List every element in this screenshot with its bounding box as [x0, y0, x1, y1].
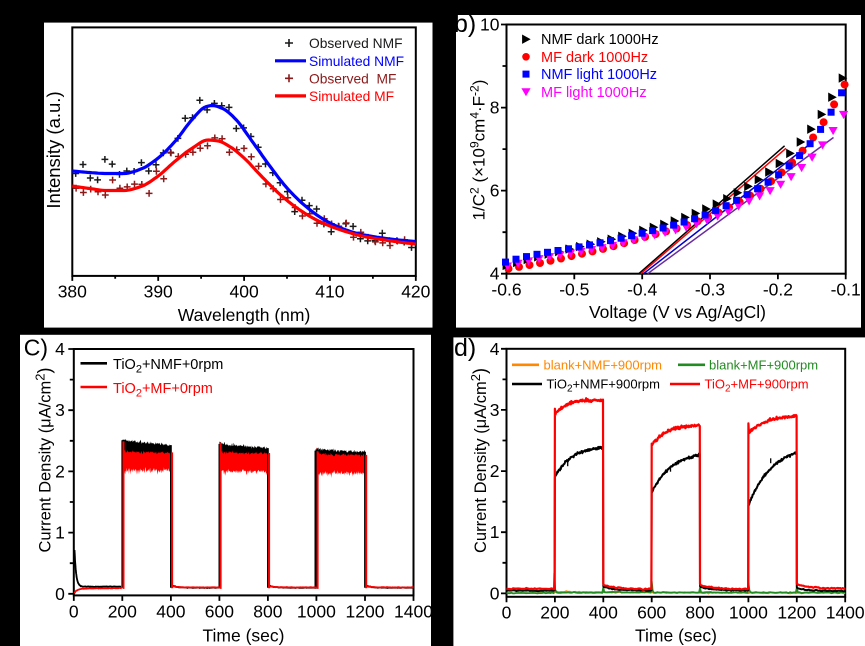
svg-text:-0.5: -0.5 — [559, 280, 589, 300]
svg-text:200: 200 — [540, 603, 569, 623]
svg-text:1: 1 — [55, 523, 65, 543]
svg-text:0: 0 — [502, 603, 512, 623]
svg-text:C): C) — [24, 335, 48, 361]
svg-text:1: 1 — [490, 522, 500, 542]
svg-text:800: 800 — [253, 602, 282, 622]
svg-text:TiO2+NMF+0rpm: TiO2+NMF+0rpm — [113, 357, 223, 376]
svg-text:Observed NMF: Observed NMF — [309, 36, 403, 51]
svg-text:420: 420 — [401, 282, 430, 302]
svg-text:2: 2 — [55, 461, 65, 481]
svg-text:0: 0 — [55, 584, 65, 604]
svg-text:NMF dark 1000Hz: NMF dark 1000Hz — [541, 32, 659, 48]
svg-text:Simulated NMF: Simulated NMF — [309, 54, 404, 69]
svg-text:1200: 1200 — [346, 602, 385, 622]
svg-text:4: 4 — [490, 264, 500, 284]
svg-text:blank+NMF+900rpm: blank+NMF+900rpm — [544, 357, 663, 372]
svg-text:-0.3: -0.3 — [695, 280, 725, 300]
svg-text:d): d) — [454, 334, 476, 362]
svg-text:Observed MF: Observed MF — [309, 71, 396, 86]
svg-text:400: 400 — [589, 603, 618, 623]
svg-text:4: 4 — [55, 339, 65, 359]
svg-text:-0.2: -0.2 — [763, 280, 793, 300]
svg-text:2: 2 — [490, 461, 500, 481]
svg-text:blank+MF+900rpm: blank+MF+900rpm — [709, 357, 818, 372]
svg-text:-0.4: -0.4 — [627, 280, 657, 300]
svg-text:0: 0 — [490, 583, 500, 603]
svg-text:1400: 1400 — [394, 602, 433, 622]
svg-text:410: 410 — [315, 282, 344, 302]
svg-text:8: 8 — [490, 98, 500, 118]
svg-text:b): b) — [454, 10, 476, 38]
svg-text:10: 10 — [480, 15, 500, 35]
svg-text:Wavelength (nm): Wavelength (nm) — [178, 305, 311, 325]
svg-text:1/C2 (×109cm4·F-2): 1/C2 (×109cm4·F-2) — [468, 80, 489, 221]
svg-text:Time (sec): Time (sec) — [635, 626, 717, 646]
svg-text:400: 400 — [156, 602, 185, 622]
svg-text:-0.1: -0.1 — [831, 280, 861, 300]
svg-text:Simulated MF: Simulated MF — [309, 89, 394, 104]
svg-text:MF dark 1000Hz: MF dark 1000Hz — [541, 50, 648, 66]
svg-text:Intensity (a.u.): Intensity (a.u.) — [43, 91, 64, 208]
svg-text:1200: 1200 — [777, 603, 816, 623]
svg-text:TiO2+MF+900rpm: TiO2+MF+900rpm — [705, 376, 809, 394]
svg-text:200: 200 — [108, 602, 137, 622]
svg-text:Current Density (μA/cm2): Current Density (μA/cm2) — [33, 367, 55, 552]
svg-text:3: 3 — [55, 400, 65, 420]
svg-text:380: 380 — [58, 282, 87, 302]
svg-text:-0.6: -0.6 — [491, 280, 521, 300]
svg-text:4: 4 — [490, 339, 500, 359]
svg-text:TiO2+NMF+900rpm: TiO2+NMF+900rpm — [547, 376, 660, 394]
svg-text:1400: 1400 — [826, 603, 865, 623]
svg-text:TiO2+MF+0rpm: TiO2+MF+0rpm — [113, 381, 213, 400]
svg-text:400: 400 — [229, 282, 258, 302]
svg-text:Time (sec): Time (sec) — [203, 626, 285, 646]
svg-text:390: 390 — [144, 282, 173, 302]
svg-text:600: 600 — [637, 603, 666, 623]
svg-text:800: 800 — [685, 603, 714, 623]
svg-text:600: 600 — [205, 602, 234, 622]
svg-text:1000: 1000 — [729, 603, 768, 623]
svg-text:NMF light 1000Hz: NMF light 1000Hz — [541, 67, 657, 83]
svg-text:MF light 1000Hz: MF light 1000Hz — [541, 85, 647, 101]
svg-text:0: 0 — [69, 602, 79, 622]
svg-text:1000: 1000 — [297, 602, 336, 622]
svg-text:Current Density (μA/cm2): Current Density (μA/cm2) — [468, 368, 490, 553]
svg-text:6: 6 — [490, 181, 500, 201]
svg-text:3: 3 — [490, 400, 500, 420]
svg-text:Voltage (V vs Ag/AgCl): Voltage (V vs Ag/AgCl) — [589, 302, 766, 322]
